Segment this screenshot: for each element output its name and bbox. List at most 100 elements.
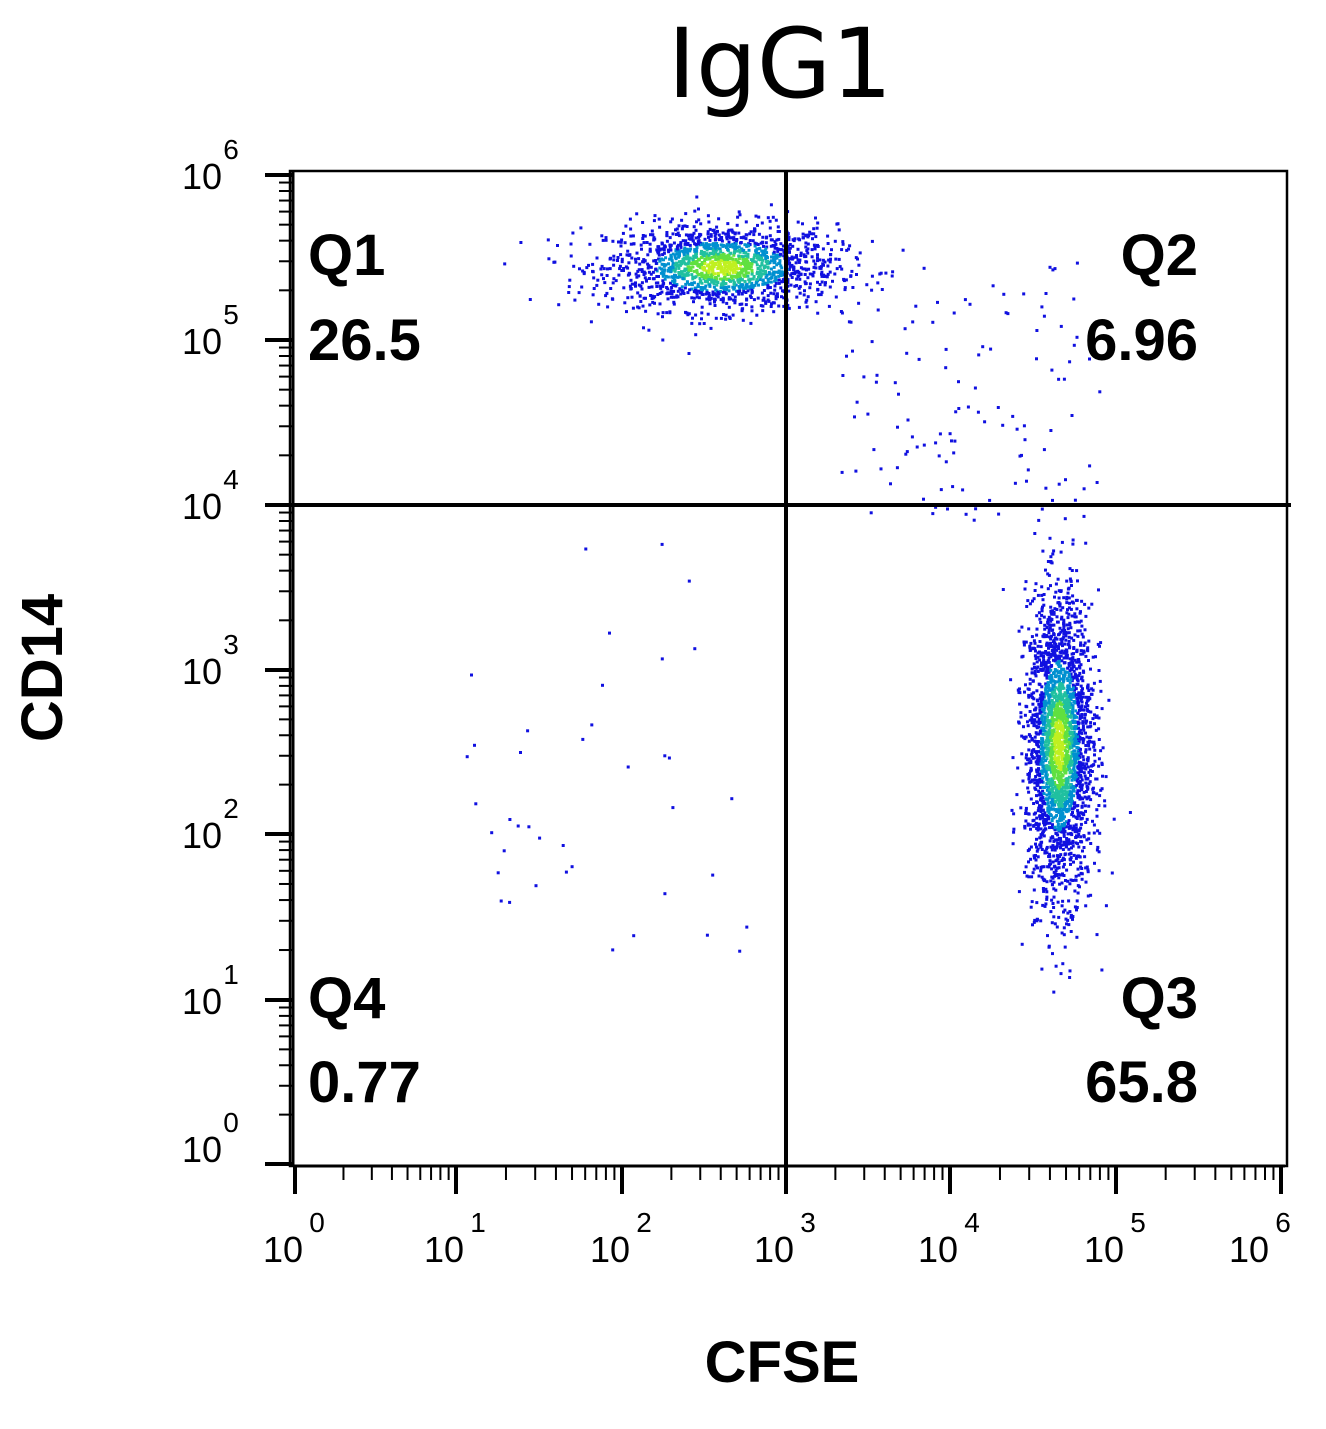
data-point	[1047, 721, 1051, 725]
data-point	[1031, 923, 1034, 927]
data-point	[944, 347, 948, 351]
data-point	[1076, 756, 1080, 760]
data-point	[1057, 825, 1061, 829]
data-point	[1054, 642, 1058, 646]
data-point	[740, 292, 744, 296]
data-point	[1076, 765, 1080, 769]
data-point	[1040, 875, 1044, 879]
data-point	[660, 657, 664, 661]
data-point	[1026, 724, 1030, 728]
data-point	[685, 273, 689, 277]
data-point	[768, 226, 772, 230]
data-point	[714, 261, 717, 265]
data-point	[814, 266, 818, 270]
data-point	[1053, 815, 1057, 819]
data-point	[1040, 967, 1044, 971]
data-point	[1059, 815, 1063, 818]
data-point	[1072, 802, 1076, 806]
data-point	[1053, 708, 1057, 712]
y-tick-exponent: 1	[223, 959, 239, 990]
data-point	[810, 248, 814, 252]
data-point	[1082, 737, 1086, 741]
data-point	[1037, 702, 1041, 706]
data-point	[794, 261, 798, 265]
data-point	[677, 224, 681, 228]
data-point	[656, 312, 660, 316]
data-point	[1059, 589, 1063, 593]
data-point	[715, 225, 719, 229]
data-point	[776, 249, 780, 253]
data-point	[664, 256, 668, 260]
data-point	[1056, 601, 1060, 605]
data-point	[776, 225, 780, 229]
data-point	[665, 311, 669, 315]
data-point	[765, 273, 769, 277]
data-point	[1056, 762, 1060, 766]
data-point	[1022, 640, 1026, 644]
data-point	[1050, 867, 1054, 871]
data-point	[1028, 718, 1032, 722]
data-point	[1039, 833, 1043, 837]
data-point	[1060, 795, 1064, 799]
data-point	[983, 420, 987, 424]
data-point	[1037, 822, 1040, 826]
y-tick-label: 10	[182, 651, 222, 692]
data-point	[687, 268, 691, 272]
data-point	[1097, 869, 1101, 873]
data-point	[790, 255, 794, 259]
data-point	[654, 262, 658, 265]
data-point	[578, 267, 581, 271]
data-point	[1041, 729, 1045, 733]
data-point	[1047, 651, 1051, 655]
data-point	[1061, 746, 1065, 750]
data-point	[1071, 720, 1075, 724]
data-point	[1012, 812, 1016, 816]
data-point	[1080, 704, 1084, 708]
data-point	[708, 283, 712, 287]
data-point	[756, 271, 760, 275]
data-point	[1042, 727, 1045, 730]
data-point	[763, 265, 767, 269]
data-point	[816, 253, 819, 257]
data-point	[1052, 633, 1056, 637]
data-point	[808, 230, 812, 234]
data-point	[937, 454, 941, 458]
data-point	[1031, 720, 1035, 723]
data-point	[1038, 683, 1042, 687]
data-point	[750, 305, 754, 309]
data-point	[657, 257, 661, 261]
data-point	[1079, 840, 1083, 843]
data-point	[1057, 787, 1060, 790]
data-point	[626, 249, 630, 253]
data-point	[718, 277, 722, 281]
data-point	[731, 278, 735, 282]
data-point	[1049, 677, 1053, 681]
data-point	[1047, 653, 1051, 657]
data-point	[1092, 791, 1096, 795]
data-point	[697, 218, 701, 222]
data-point	[1048, 821, 1052, 825]
data-point	[693, 647, 697, 651]
data-point	[687, 352, 691, 355]
data-point	[674, 284, 678, 288]
data-point	[618, 240, 622, 244]
data-point	[671, 806, 675, 810]
data-point	[679, 245, 683, 249]
data-point	[690, 273, 694, 277]
data-point	[774, 297, 778, 301]
data-point	[1061, 793, 1064, 797]
data-point	[1056, 620, 1059, 624]
data-point	[865, 283, 869, 287]
data-point	[629, 278, 633, 282]
data-point	[812, 243, 816, 247]
data-point	[1052, 658, 1055, 662]
data-point	[1067, 797, 1071, 801]
data-point	[672, 289, 676, 293]
data-point	[1071, 657, 1074, 661]
data-point	[1097, 757, 1101, 761]
data-point	[626, 296, 630, 300]
data-point	[757, 275, 760, 279]
data-point	[748, 239, 752, 242]
data-point	[1057, 866, 1061, 870]
data-point	[944, 366, 948, 370]
